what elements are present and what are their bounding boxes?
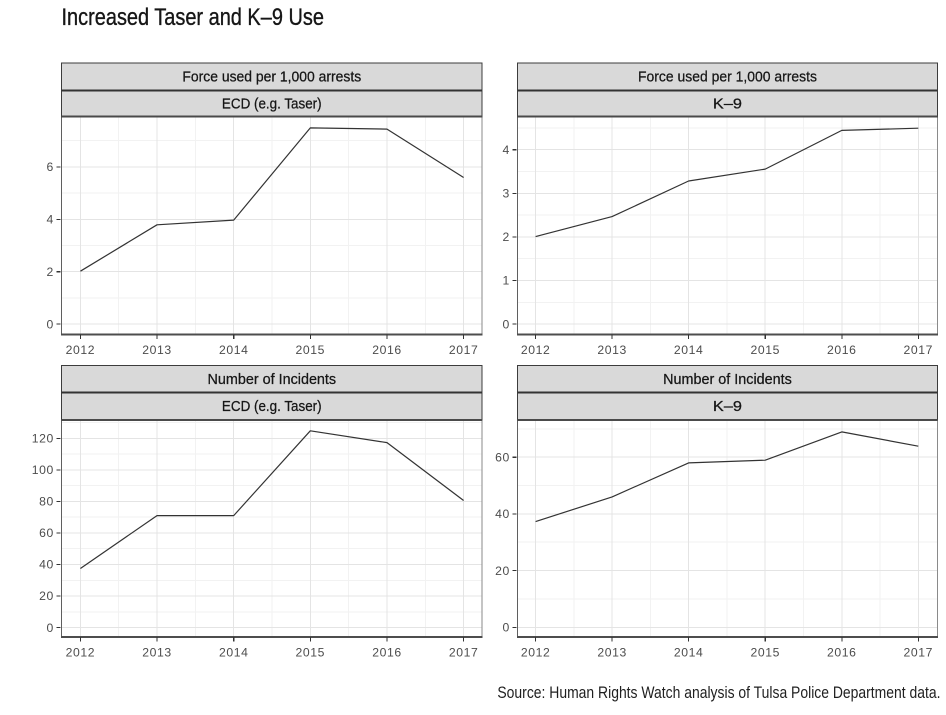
svg-text:60: 60 (39, 526, 54, 540)
svg-text:K–9: K–9 (713, 399, 742, 415)
svg-text:Increased Taser and K–9 Use: Increased Taser and K–9 Use (61, 3, 323, 30)
svg-text:2013: 2013 (597, 645, 627, 659)
svg-text:Force used per 1,000 arrests: Force used per 1,000 arrests (182, 69, 361, 85)
svg-text:2013: 2013 (142, 343, 172, 357)
svg-text:0: 0 (503, 317, 510, 331)
svg-text:2015: 2015 (296, 343, 326, 357)
svg-text:Number of Incidents: Number of Incidents (207, 372, 336, 388)
svg-text:80: 80 (39, 495, 54, 509)
svg-text:0: 0 (503, 621, 510, 635)
svg-text:2017: 2017 (904, 645, 934, 659)
svg-text:0: 0 (47, 317, 54, 331)
svg-text:20: 20 (495, 564, 510, 578)
svg-text:2017: 2017 (449, 343, 479, 357)
svg-text:Number of Incidents: Number of Incidents (663, 372, 792, 388)
svg-text:0: 0 (47, 621, 54, 635)
svg-text:ECD (e.g. Taser): ECD (e.g. Taser) (222, 397, 322, 414)
svg-text:2015: 2015 (750, 645, 780, 659)
svg-text:40: 40 (495, 507, 510, 521)
svg-text:Force used per 1,000 arrests: Force used per 1,000 arrests (638, 69, 817, 85)
svg-text:20: 20 (39, 589, 54, 603)
svg-text:3: 3 (503, 187, 510, 201)
svg-text:2014: 2014 (219, 645, 249, 659)
svg-text:2016: 2016 (372, 645, 402, 659)
svg-text:2014: 2014 (219, 343, 249, 357)
svg-text:2017: 2017 (904, 343, 934, 357)
svg-text:6: 6 (47, 160, 54, 174)
svg-text:2013: 2013 (142, 645, 172, 659)
svg-text:K–9: K–9 (713, 96, 742, 112)
svg-text:100: 100 (32, 463, 54, 477)
svg-text:2016: 2016 (827, 343, 857, 357)
svg-text:Source: Human Rights Watch ana: Source: Human Rights Watch analysis of T… (497, 684, 940, 702)
svg-text:2012: 2012 (66, 343, 96, 357)
svg-text:2: 2 (47, 265, 54, 279)
svg-text:ECD (e.g. Taser): ECD (e.g. Taser) (222, 95, 322, 112)
svg-text:40: 40 (39, 558, 54, 572)
svg-text:2012: 2012 (521, 343, 551, 357)
svg-text:4: 4 (47, 213, 54, 227)
svg-text:2016: 2016 (827, 645, 857, 659)
svg-text:2012: 2012 (521, 645, 551, 659)
svg-text:2012: 2012 (66, 645, 96, 659)
svg-text:2013: 2013 (597, 343, 627, 357)
svg-text:2014: 2014 (674, 645, 704, 659)
svg-text:2016: 2016 (372, 343, 402, 357)
svg-text:2015: 2015 (296, 645, 326, 659)
svg-text:2015: 2015 (750, 343, 780, 357)
svg-text:120: 120 (32, 432, 54, 446)
svg-text:2014: 2014 (674, 343, 704, 357)
svg-text:4: 4 (503, 143, 510, 157)
svg-text:2017: 2017 (449, 645, 479, 659)
svg-text:60: 60 (495, 450, 510, 464)
svg-text:2: 2 (503, 230, 510, 244)
svg-text:1: 1 (503, 274, 510, 288)
